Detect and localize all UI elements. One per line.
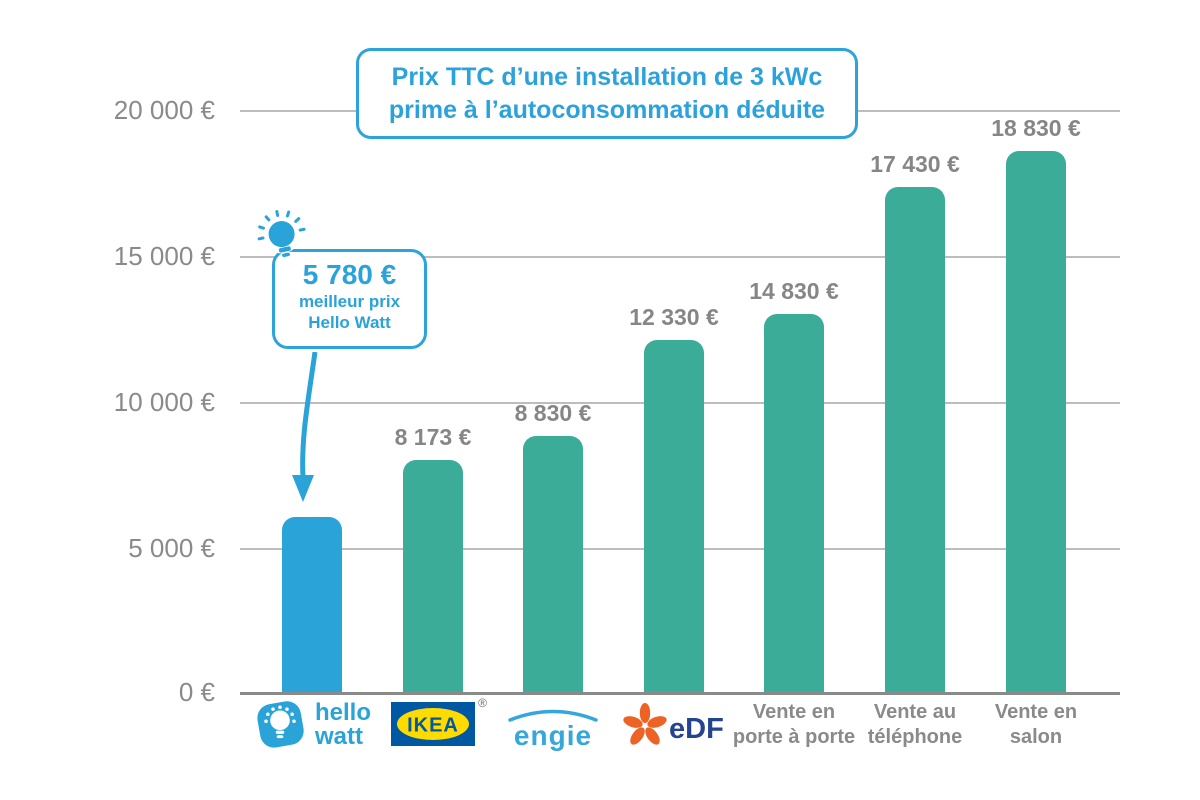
- bar-value-label: 8 830 €: [514, 400, 592, 426]
- bar-ikea: [403, 460, 463, 692]
- hello-watt-label-line-1: hello: [315, 699, 372, 726]
- bar-vente-au-telephone: [885, 187, 945, 692]
- callout-subtitle-line-1: meilleur prix: [298, 292, 401, 311]
- chart-title-line-2: prime à l’autoconsommation déduite: [388, 95, 826, 124]
- hello-watt-logo: hello watt: [252, 696, 371, 754]
- gridline: [240, 256, 1120, 258]
- y-tick-label: 5 000 €: [128, 533, 215, 563]
- svg-text:eDF: eDF: [669, 713, 724, 745]
- y-tick-label: 20 000 €: [113, 95, 215, 125]
- bar-vente-en-porte-a-porte: [764, 314, 824, 692]
- svg-text:engie: engie: [514, 720, 592, 751]
- chart-title-line-1: Prix TTC d’une installation de 3 kWc: [391, 62, 823, 91]
- bar-value-label: 14 830 €: [749, 278, 839, 304]
- edf-logo-icon: eDF: [623, 703, 724, 745]
- x-label-salon: Vente en salon: [994, 701, 1078, 748]
- callout-price: 5 780 €: [302, 259, 397, 290]
- y-tick-label: 10 000 €: [113, 387, 215, 417]
- bar-hello-watt: [282, 517, 342, 692]
- chart-title-box: Prix TTC d’une installation de 3 kWc pri…: [356, 48, 858, 139]
- y-tick-label: 15 000 €: [113, 241, 215, 271]
- callout-bubble: 5 780 € meilleur prix Hello Watt: [272, 249, 427, 349]
- lightbulb-icon: [257, 210, 306, 258]
- bar-value-label: 18 830 €: [991, 115, 1081, 141]
- edf-logo: eDF: [620, 697, 730, 762]
- bar-value-label: 12 330 €: [629, 304, 719, 330]
- bar-edf: [644, 340, 704, 692]
- ikea-logo: ® IKEA: [391, 696, 487, 751]
- x-axis-line: [240, 692, 1120, 695]
- bar-engie: [523, 436, 583, 692]
- bar-value-label: 8 173 €: [394, 424, 472, 450]
- hello-watt-lightbulb-icon: [257, 701, 304, 748]
- bar-value-label: 17 430 €: [870, 151, 960, 177]
- engie-logo-icon: engie: [508, 709, 598, 751]
- ikea-logo-icon: IKEA: [391, 702, 475, 746]
- svg-text:IKEA: IKEA: [407, 715, 459, 737]
- ikea-registered-mark: ®: [478, 696, 487, 710]
- x-label-porte-a-porte: Vente en porte à porte: [732, 701, 856, 748]
- y-tick-label: 0 €: [178, 677, 215, 707]
- engie-logo: engie: [503, 702, 603, 759]
- bar-vente-en-salon: [1006, 151, 1066, 692]
- callout-subtitle-line-2: Hello Watt: [308, 313, 391, 332]
- curved-arrow-icon: [292, 352, 318, 502]
- x-label-telephone: Vente au téléphone: [867, 701, 963, 748]
- hello-watt-label-line-2: watt: [315, 723, 363, 750]
